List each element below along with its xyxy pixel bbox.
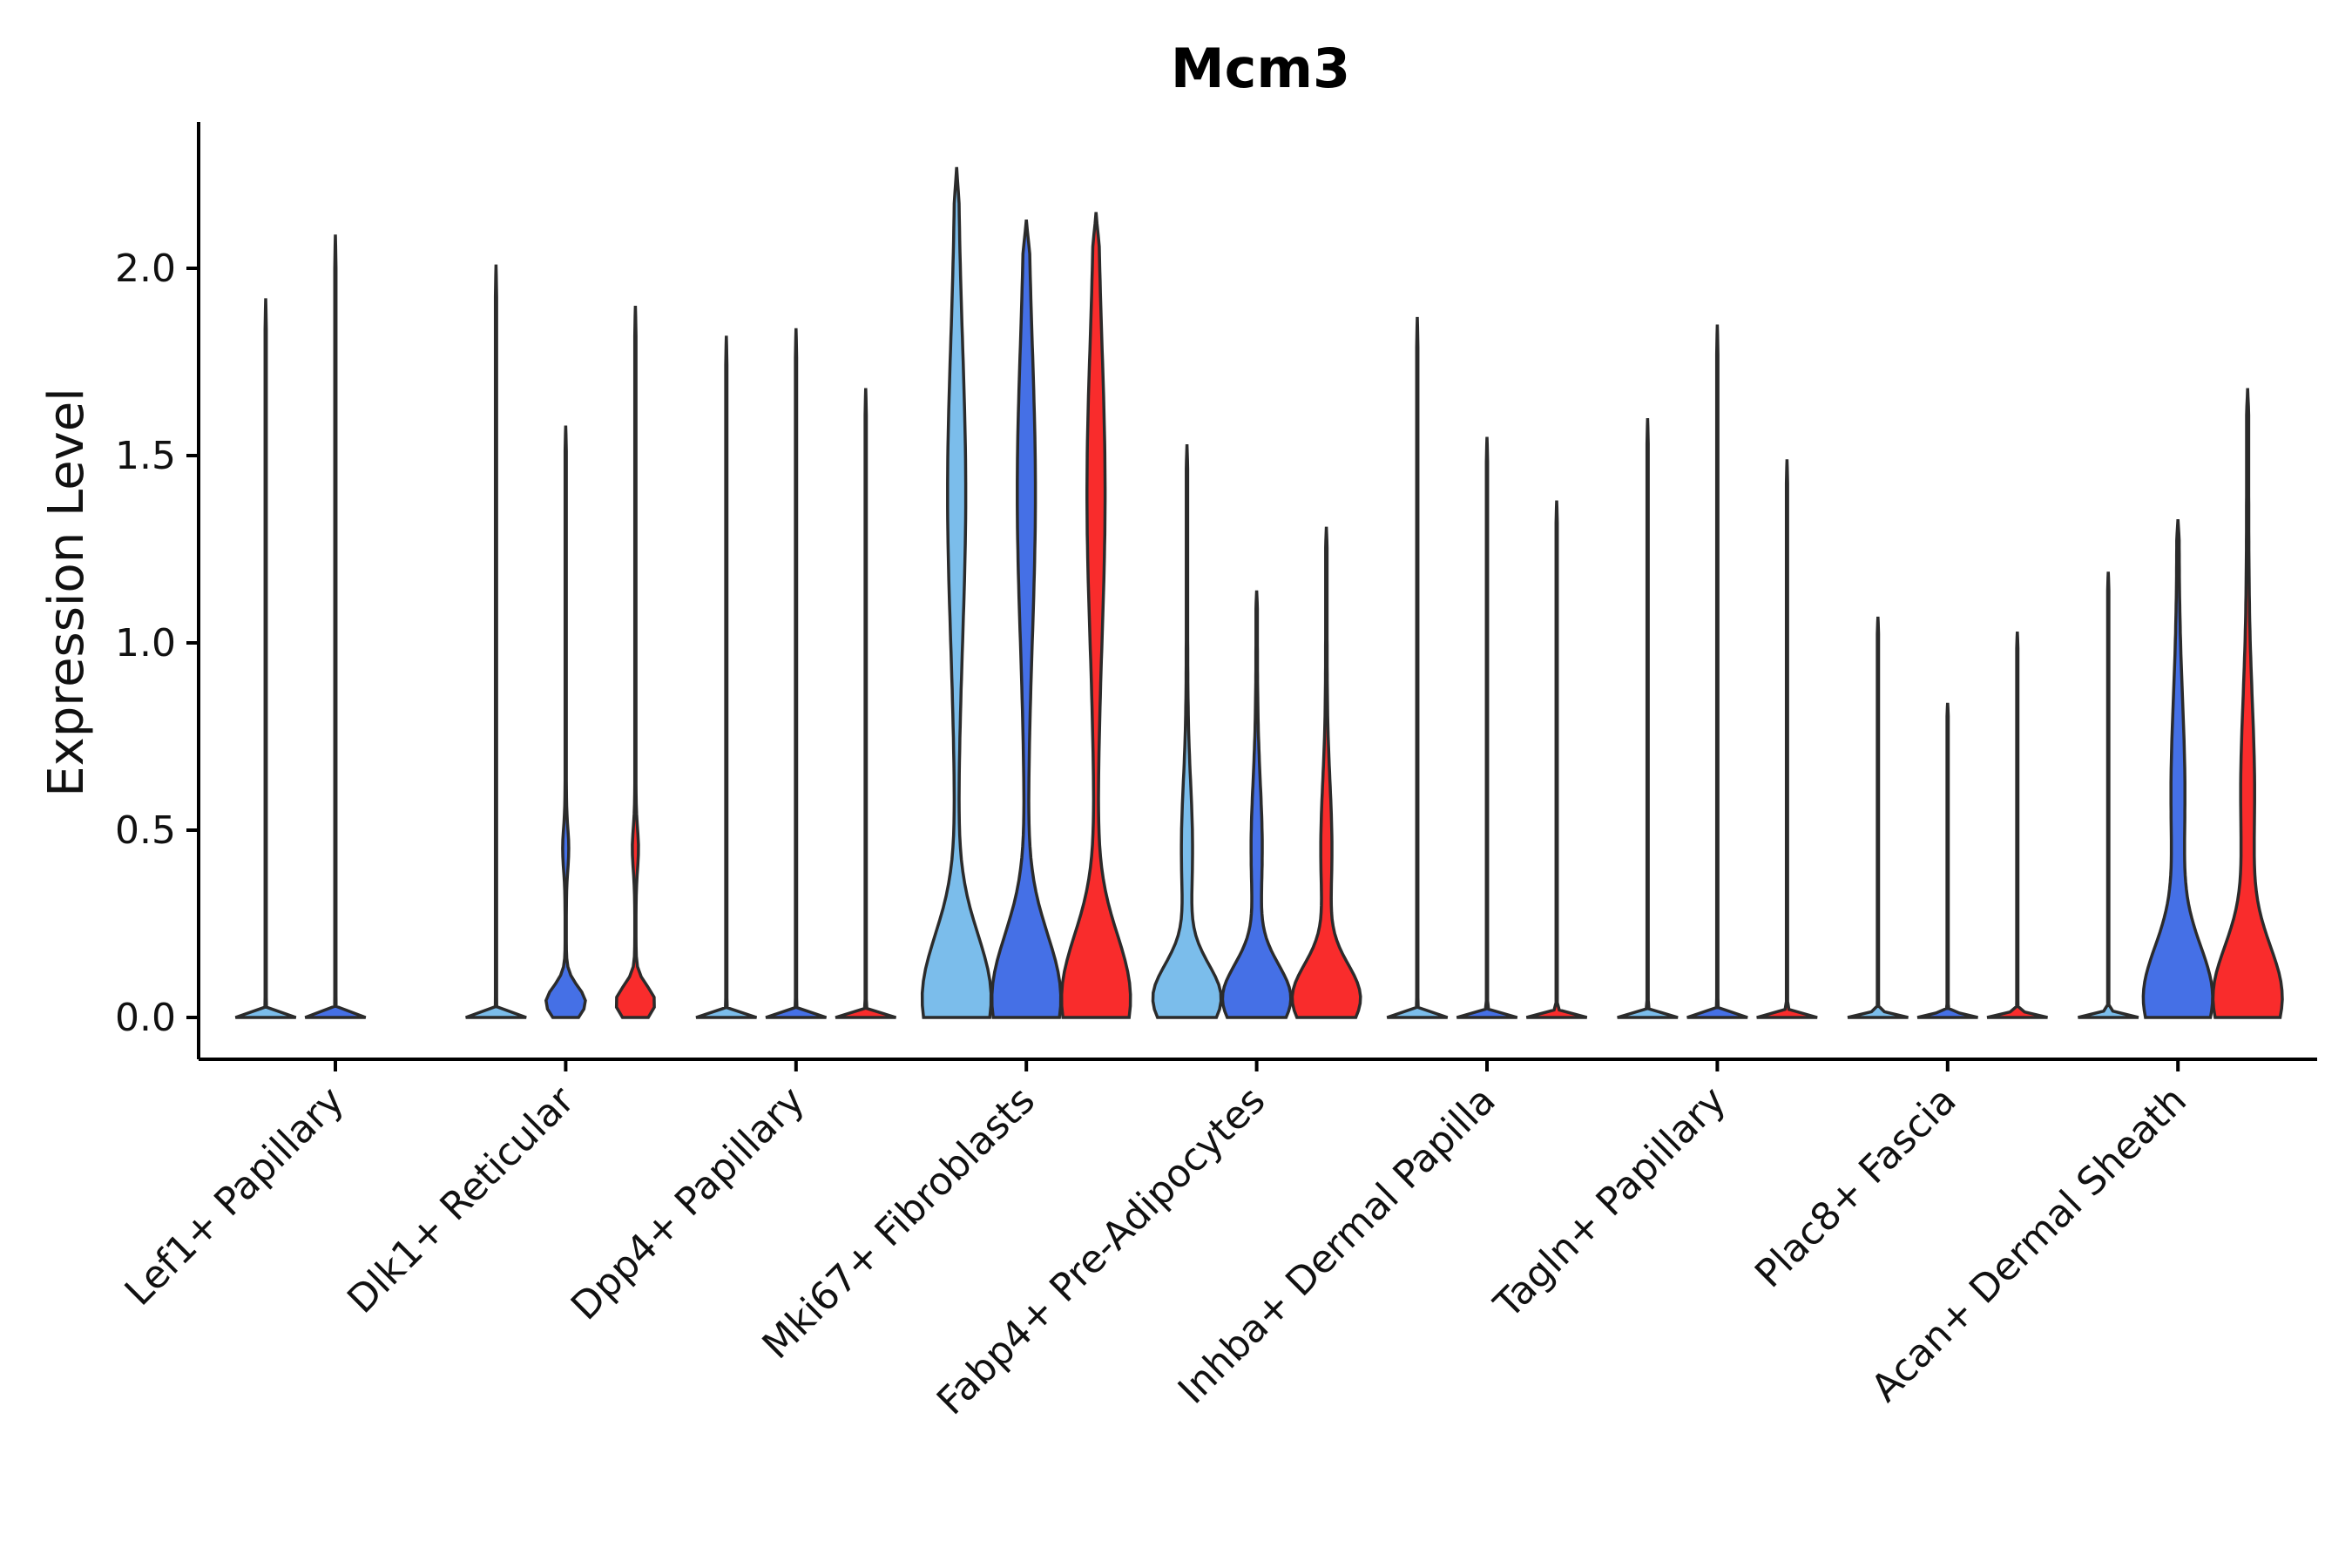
- violin-group: [695, 328, 897, 1019]
- y-tick-label: 1.0: [115, 621, 176, 666]
- violin: [990, 219, 1063, 1019]
- x-tick-label: Dpp4+ Papillary: [563, 1078, 814, 1329]
- violin: [1525, 500, 1588, 1019]
- chart-title: Mcm3: [1171, 37, 1350, 100]
- y-tick-label: 0.0: [115, 996, 176, 1040]
- violin: [304, 234, 367, 1019]
- x-tick-label: Lef1+ Papillary: [117, 1078, 353, 1315]
- violin: [765, 328, 828, 1019]
- violin: [234, 298, 297, 1019]
- y-axis-label: Expression Level: [38, 388, 95, 797]
- violin: [835, 388, 897, 1019]
- y-tick-label: 1.5: [115, 434, 176, 478]
- violin-group: [920, 166, 1132, 1019]
- violin: [1220, 590, 1293, 1019]
- violin: [614, 305, 656, 1019]
- violin-group: [1617, 324, 1818, 1019]
- violin: [1756, 459, 1818, 1019]
- violin: [1847, 616, 1909, 1019]
- violin-group: [1847, 616, 2048, 1019]
- violin-group: [1151, 444, 1362, 1019]
- violin-group: [234, 234, 367, 1019]
- y-tick-label: 0.5: [115, 808, 176, 853]
- violin-group: [1386, 316, 1588, 1019]
- violin: [1986, 632, 2048, 1019]
- x-tick-label: Plac8+ Fascia: [1747, 1078, 1965, 1297]
- violin: [1686, 324, 1748, 1019]
- violin: [2078, 571, 2139, 1019]
- violin: [1059, 212, 1132, 1019]
- violin: [1290, 526, 1362, 1019]
- violin: [1456, 436, 1518, 1019]
- violin: [1151, 444, 1223, 1019]
- violin: [1617, 417, 1679, 1019]
- violins-layer: [234, 166, 2284, 1019]
- violin: [1386, 316, 1449, 1019]
- violin: [2211, 388, 2284, 1019]
- y-axis: 0.0 0.5 1.0 1.5 2.0: [115, 122, 200, 1059]
- x-tick-label: Tagln+ Papillary: [1485, 1078, 1734, 1328]
- x-tick-label: Dlk1+ Reticular: [339, 1078, 584, 1322]
- y-tick-label: 2.0: [115, 247, 176, 291]
- violin-group: [465, 264, 656, 1019]
- violin: [2141, 518, 2214, 1019]
- violin: [465, 264, 527, 1019]
- violin: [920, 166, 993, 1019]
- violin: [544, 425, 587, 1019]
- violin: [1916, 702, 1978, 1019]
- violin-group: [2078, 388, 2284, 1019]
- violin: [695, 335, 758, 1019]
